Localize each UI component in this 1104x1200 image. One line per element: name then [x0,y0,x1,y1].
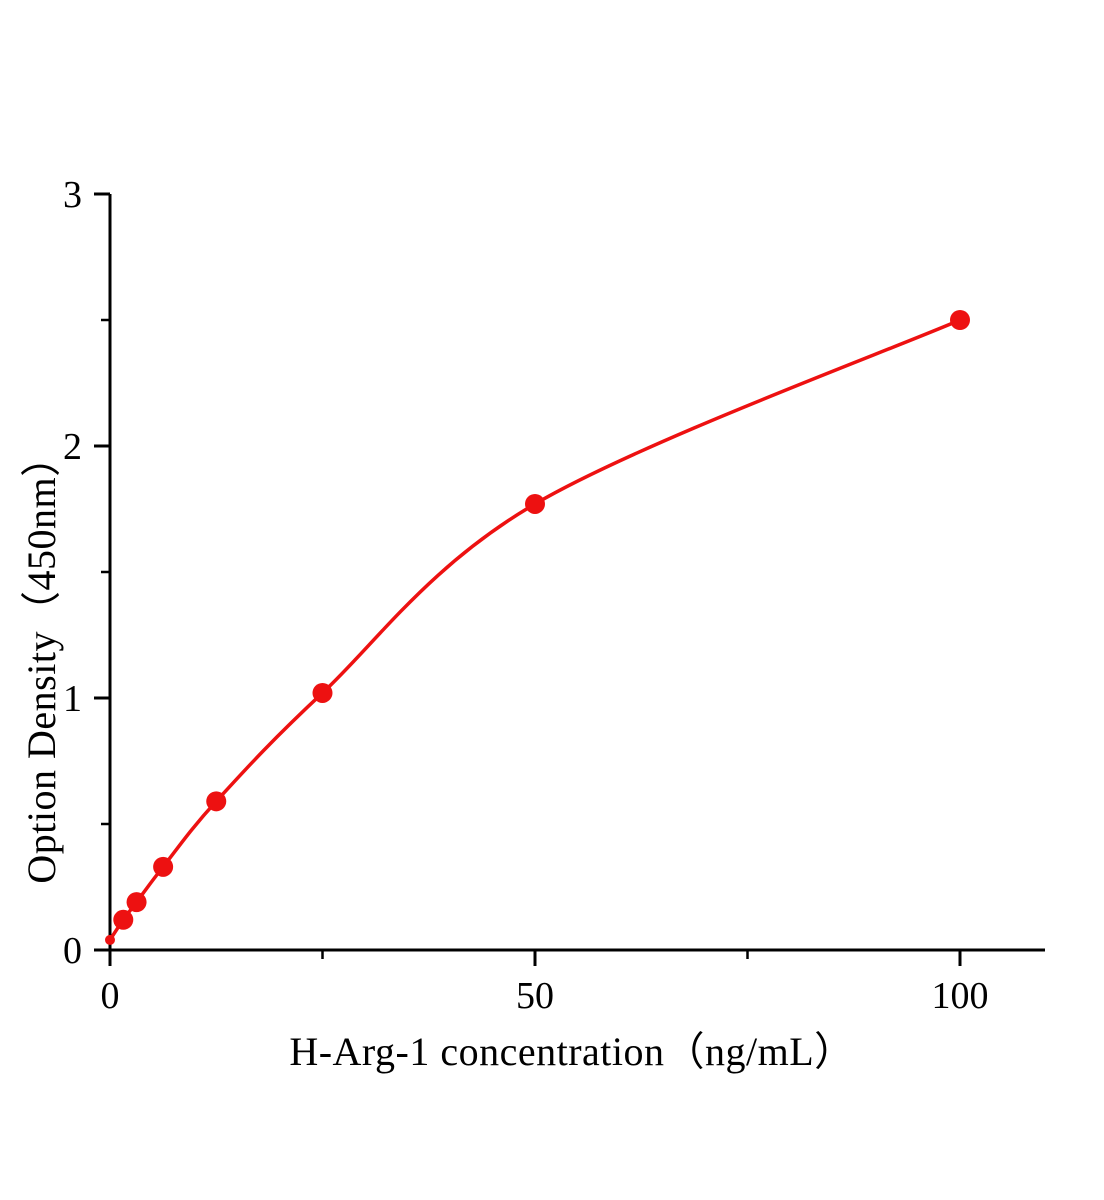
y-tick-label: 1 [63,678,82,720]
data-point [525,493,545,514]
x-tick-label: 100 [932,975,989,1017]
y-tick-label: 2 [63,426,82,468]
data-point [950,310,970,330]
fit-curve [108,318,962,942]
x-tick-label: 50 [516,975,554,1017]
y-axis-title: Option Density（450nm） [19,436,64,884]
data-point [105,934,115,945]
data-point [153,856,174,877]
x-axis-title: H-Arg-1 concentration（ng/mL） [289,1029,855,1074]
x-tick-label: 0 [101,975,120,1017]
data-point [206,791,227,812]
data-point [126,892,147,913]
y-tick-label: 3 [63,174,82,216]
data-point [312,682,333,703]
data-point [113,909,134,930]
y-tick-label: 0 [63,930,82,972]
